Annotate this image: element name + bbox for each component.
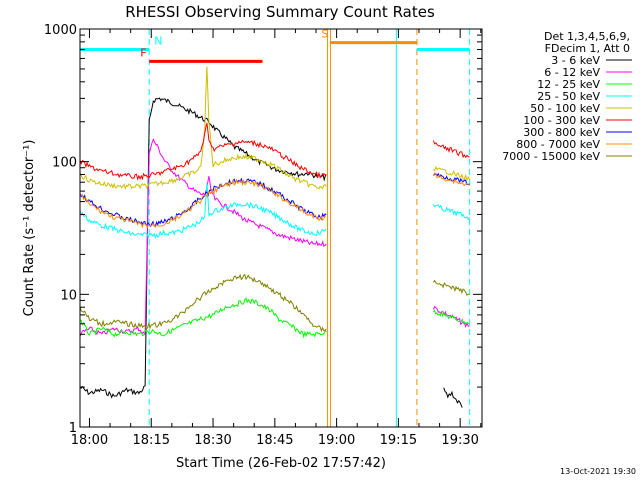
flag-label-S: S (321, 28, 328, 41)
flag-label-N: N (154, 35, 162, 48)
series-line-8-seg-0 (79, 273, 327, 333)
series-line-5-seg-0 (79, 122, 327, 181)
series-line-6-seg-1 (433, 172, 470, 186)
y-tick-label-1: 10 (60, 288, 77, 303)
legend-label-8: 7000 - 15000 keV (502, 150, 600, 163)
series-line-0-seg-1 (443, 387, 463, 408)
x-axis-label: Start Time (26-Feb-02 17:57:42) (176, 456, 386, 471)
x-tick-label-0: 18:00 (71, 433, 108, 448)
legend-label-6: 300 - 800 keV (523, 126, 600, 139)
series-line-8-seg-1 (432, 279, 470, 296)
legend-label-3: 25 - 50 keV (537, 90, 600, 103)
series-line-4-seg-1 (433, 165, 471, 182)
plot-area: NF S (79, 28, 471, 427)
series-line-2-seg-0 (79, 297, 327, 339)
y-tick-label-3: 1000 (44, 23, 77, 38)
legend-label-1: 6 - 12 keV (544, 66, 600, 79)
legend-header-0: Det 1,3,4,5,6,9, (544, 30, 630, 43)
legend-label-0: 3 - 6 keV (551, 54, 600, 67)
x-tick-label-2: 18:30 (194, 433, 231, 448)
x-tick-label-1: 18:15 (133, 433, 170, 448)
series-line-3-seg-1 (432, 203, 471, 221)
plot-frame (79, 28, 483, 428)
x-tick-label-3: 18:45 (256, 433, 293, 448)
legend: Det 1,3,4,5,6,9,FDecim 1, Att 03 - 6 keV… (502, 30, 632, 163)
flag-label-F: F (140, 46, 146, 59)
legend-header-1: FDecim 1, Att 0 (545, 42, 630, 55)
legend-label-4: 50 - 100 keV (530, 102, 600, 115)
legend-label-5: 100 - 300 keV (523, 114, 600, 127)
x-tick-label-4: 19:00 (318, 433, 355, 448)
x-tick-label-5: 19:15 (380, 433, 417, 448)
series-line-1-seg-0 (79, 138, 327, 337)
series-line-7-seg-1 (432, 171, 470, 187)
series-line-7-seg-0 (79, 178, 327, 229)
x-axis: 18:00 18:15 18:30 18:45 19:00 19:15 19:30 (71, 29, 482, 448)
x-tick-label-6: 19:30 (441, 433, 478, 448)
series-line-5-seg-1 (432, 140, 470, 159)
chart-title: RHESSI Observing Summary Count Rates (125, 3, 435, 21)
y-tick-label-2: 100 (52, 156, 77, 171)
series-line-3-seg-0 (79, 183, 327, 239)
y-axis-label: Count Rate (s⁻¹ detector⁻¹) (22, 140, 37, 317)
y-axis: 1 10 100 1000 (44, 23, 482, 436)
series-line-4-seg-0 (79, 66, 327, 190)
legend-label-2: 12 - 25 keV (537, 78, 600, 91)
y-tick-label-0: 1 (69, 421, 77, 436)
series-line-2-seg-1 (432, 308, 470, 325)
legend-label-7: 800 - 7000 keV (516, 138, 600, 151)
footer-date: 13-Oct-2021 19:30 (560, 467, 636, 476)
